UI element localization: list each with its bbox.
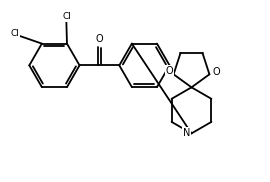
Text: Cl: Cl	[63, 12, 72, 21]
Text: O: O	[166, 66, 173, 76]
Text: O: O	[96, 34, 103, 44]
Text: N: N	[183, 128, 190, 138]
Text: Cl: Cl	[11, 29, 19, 38]
Text: O: O	[213, 67, 221, 77]
